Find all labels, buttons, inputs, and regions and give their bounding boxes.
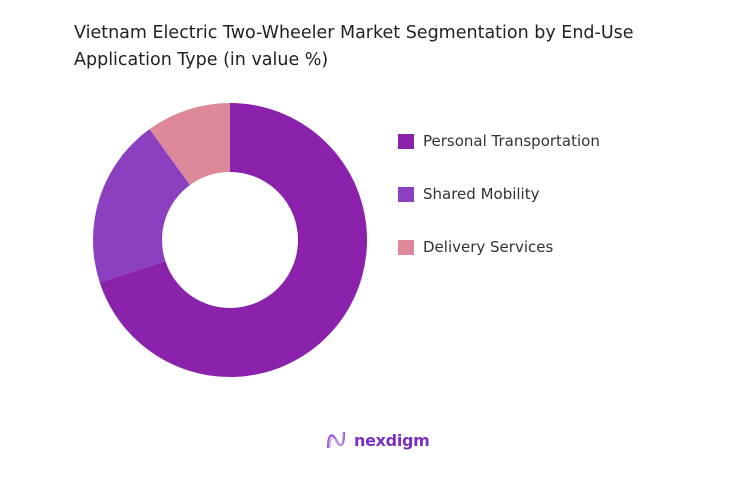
nexdigm-wave-icon — [326, 431, 346, 449]
legend-swatch — [398, 133, 414, 149]
nexdigm-logo: nexdigm — [326, 430, 430, 450]
slice-delivery-services — [149, 103, 230, 185]
chart-title: Vietnam Electric Two-Wheeler Market Segm… — [74, 23, 634, 70]
legend-swatch — [398, 186, 414, 202]
slice-shared-mobility — [92, 129, 191, 283]
legend-swatch — [398, 239, 414, 255]
legend-item-delivery-services: Delivery Services — [398, 238, 553, 256]
legend-label: Shared Mobility — [423, 185, 540, 203]
legend-label: Delivery Services — [423, 238, 554, 256]
legend-item-personal-transportation: Personal Transportation — [398, 132, 600, 150]
logo-text: nexdigm — [354, 430, 430, 450]
slice-personal-transportation — [99, 103, 367, 377]
legend-label: Personal Transportation — [423, 132, 600, 150]
legend-item-shared-mobility: Shared Mobility — [398, 185, 539, 203]
